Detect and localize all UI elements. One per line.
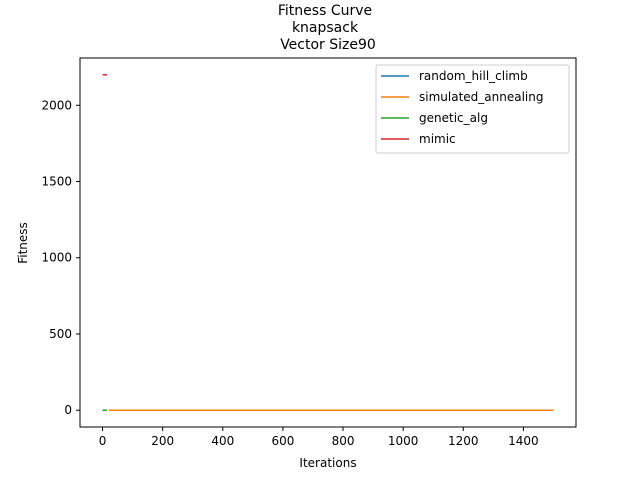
x-tick-label: 600	[271, 434, 294, 448]
chart-title-line-2: knapsack	[292, 20, 359, 36]
x-tick-label: 400	[211, 434, 234, 448]
x-axis-label: Iterations	[299, 456, 356, 470]
plot-area	[102, 74, 554, 411]
x-tick-label: 0	[99, 434, 107, 448]
x-axis: 0 200 400 600 800 1000 1200 1400	[99, 427, 539, 448]
x-tick-label: 800	[332, 434, 355, 448]
legend: random_hill_climb simulated_annealinggene…	[375, 64, 570, 154]
legend-label-genetic-alg: genetic_alg	[419, 111, 488, 125]
y-tick-label: 1500	[41, 175, 72, 189]
legend-label-mimic: mimic	[419, 132, 456, 146]
chart-title-line-3: Vector Size90	[280, 37, 376, 53]
chart-title-line-1: Fitness Curve	[278, 3, 372, 19]
x-tick-label: 1200	[448, 434, 479, 448]
y-tick-label: 500	[49, 327, 72, 341]
y-axis: 0 500 1000 1500 2000	[41, 98, 80, 417]
x-tick-label: 1000	[388, 434, 419, 448]
axes-frame	[79, 57, 577, 428]
y-axis-label: Fitness	[16, 222, 30, 264]
y-tick-label: 2000	[41, 98, 72, 112]
legend-label-random-hill-climb: random_hill_climb	[419, 69, 528, 83]
x-tick-label: 200	[151, 434, 174, 448]
y-tick-label: 0	[64, 403, 72, 417]
y-tick-label: 1000	[41, 251, 72, 265]
legend-box	[375, 64, 570, 154]
legend-label-simulated-annealing: simulated_annealing	[419, 90, 543, 104]
x-tick-label: 1400	[508, 434, 539, 448]
